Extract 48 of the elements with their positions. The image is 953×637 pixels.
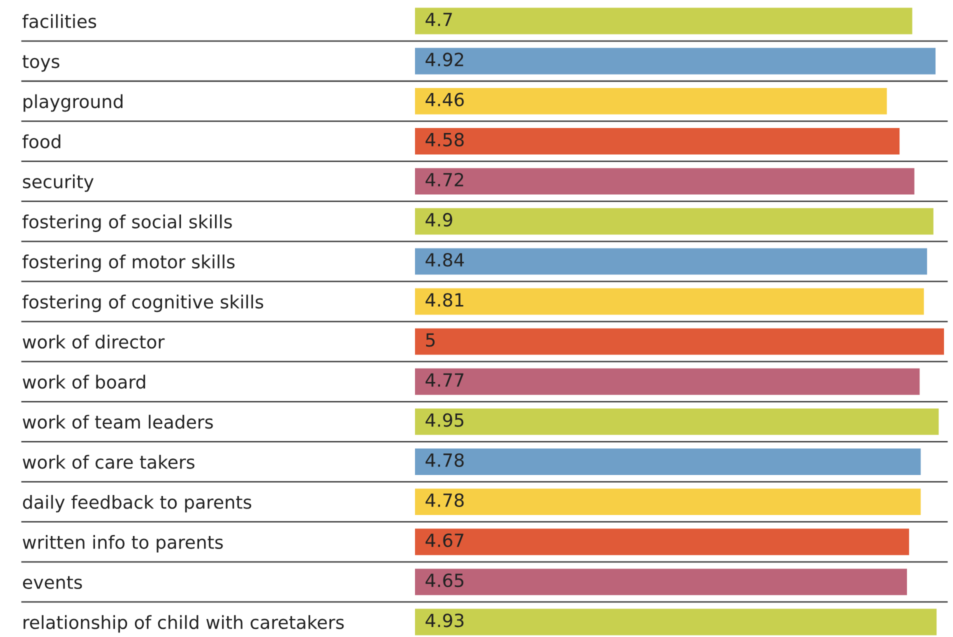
data-label: 4.72 (426, 172, 464, 186)
bar (415, 608, 937, 636)
bar (415, 128, 900, 154)
y-tick-label: work of team leaders (22, 414, 213, 429)
y-tick-label: events (22, 576, 82, 590)
y-tick-label: fostering of social skills (22, 214, 232, 232)
y-tick-label: work of care takers (22, 454, 194, 469)
data-label: 4.77 (426, 373, 464, 387)
y-tick-label: security (22, 174, 94, 192)
data-label: 4.58 (426, 132, 464, 146)
data-label: 4.92 (426, 52, 464, 66)
y-tick-label: playground (24, 94, 122, 112)
bar (415, 368, 920, 395)
bar (415, 8, 912, 34)
data-label: 4.78 (426, 493, 464, 508)
y-tick-label: food (22, 134, 60, 148)
y-tick-label: fostering of cognitive skills (22, 294, 264, 312)
y-tick-label: daily feedback to parents (22, 494, 252, 512)
data-label: 4.9 (426, 212, 452, 227)
data-label: 4.46 (426, 92, 464, 106)
y-tick-label: facilities (22, 14, 96, 28)
data-label: 4.65 (426, 574, 464, 588)
bar (415, 448, 921, 475)
y-tick-label: work of director (22, 334, 165, 349)
bar (415, 168, 914, 195)
data-label: 4.67 (426, 533, 464, 548)
y-tick-label: toys (22, 55, 60, 72)
data-label: 4.84 (426, 253, 464, 267)
data-label: 4.81 (426, 293, 464, 307)
bar (415, 88, 887, 114)
bar (415, 328, 944, 355)
bar (415, 568, 907, 596)
data-label: 5 (426, 333, 435, 347)
bar (415, 408, 939, 435)
data-label: 4.93 (426, 614, 464, 628)
y-tick-label: written info to parents (22, 535, 223, 552)
bar (415, 488, 921, 516)
bar (415, 528, 910, 556)
bar (415, 288, 924, 315)
bar (415, 208, 934, 235)
y-tick-label: work of board (22, 374, 146, 389)
bar (415, 48, 936, 74)
data-label: 4.7 (426, 12, 452, 26)
y-tick-label: relationship of child with caretakers (24, 615, 344, 633)
y-tick-label: fostering of motor skills (22, 254, 235, 272)
data-label: 4.78 (426, 453, 464, 467)
data-label: 4.95 (426, 413, 464, 427)
bar (415, 248, 928, 275)
